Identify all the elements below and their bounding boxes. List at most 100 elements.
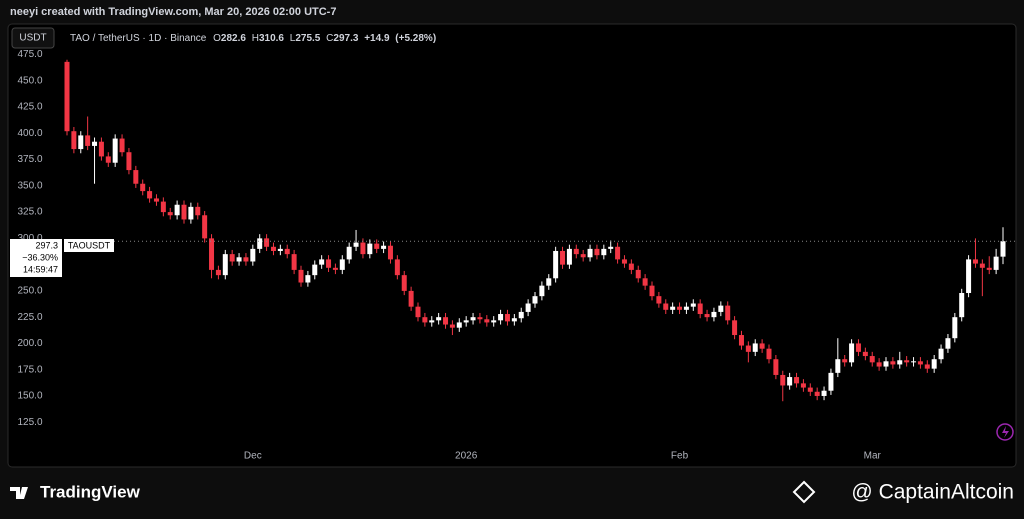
candle-body <box>601 248 607 256</box>
candle-body <box>718 305 724 312</box>
candle-body <box>580 254 586 258</box>
candle-body <box>394 259 400 276</box>
candle-body <box>828 372 834 391</box>
candle-body <box>202 215 208 239</box>
candle-body <box>615 246 621 260</box>
y-tick-label: 450.0 <box>17 75 42 86</box>
candle-body <box>966 259 972 294</box>
candle-body <box>787 377 793 386</box>
candle-body <box>64 61 70 132</box>
candle-body <box>195 206 201 216</box>
candle-body <box>883 361 889 367</box>
y-tick-label: 300.0 <box>17 233 42 244</box>
candle-body <box>904 360 910 363</box>
plot: 125.0150.0175.0200.0225.0250.0275.0300.0… <box>17 49 1015 462</box>
y-tick-label: 350.0 <box>17 180 42 191</box>
candle-body <box>470 317 476 321</box>
candle-body <box>683 306 689 310</box>
candle-body <box>532 296 538 304</box>
candle-body <box>112 138 118 163</box>
x-tick-label: Dec <box>244 451 262 462</box>
candle-body <box>752 343 758 352</box>
chart-panel <box>7 23 1017 468</box>
tv-logo <box>10 487 28 499</box>
candle-body <box>98 141 104 157</box>
candle-body <box>539 285 545 297</box>
candle-body <box>621 259 627 264</box>
candle-body <box>353 242 359 247</box>
candle-body <box>429 320 435 323</box>
candle-body <box>642 278 648 286</box>
candle-body <box>745 345 751 352</box>
price-tag-change: −36.30% <box>22 252 58 262</box>
candle-body <box>890 361 896 365</box>
candle-body <box>250 248 256 262</box>
x-tick-label: 2026 <box>455 451 478 462</box>
y-tick-label: 250.0 <box>17 286 42 297</box>
candle-body <box>814 391 820 396</box>
candle-body <box>498 314 504 321</box>
candle-body <box>346 246 352 260</box>
candle-body <box>972 259 978 264</box>
ticker-box <box>64 239 114 252</box>
x-tick-label: Mar <box>864 451 882 462</box>
alert-bolt <box>1002 426 1009 438</box>
candle-body <box>704 314 710 318</box>
candle-body <box>312 264 318 276</box>
candle-body <box>408 290 414 307</box>
candle-body <box>360 242 366 255</box>
candle-body <box>869 356 875 363</box>
candle-body <box>477 317 483 320</box>
candle-body <box>140 183 146 192</box>
legend-o-value: 282.6 <box>221 33 246 44</box>
candle-body <box>264 238 270 247</box>
candle-body <box>952 317 958 339</box>
candle-body <box>174 204 180 216</box>
x-tick-label: Feb <box>671 451 689 462</box>
candle-body <box>257 238 263 249</box>
candle-body <box>298 269 304 283</box>
footer-watermark: @ CaptainAltcoin <box>851 481 1014 504</box>
header-text: neeyi created with TradingView.com, Mar … <box>10 6 336 18</box>
candle-body <box>917 361 923 365</box>
candle-body <box>105 156 111 163</box>
candle-body <box>133 170 139 184</box>
y-tick-label: 125.0 <box>17 417 42 428</box>
legend-symbol: TAO / TetherUS · 1D · Binance <box>70 33 207 44</box>
legend-l-value: 275.5 <box>295 33 320 44</box>
candle-body <box>821 390 827 396</box>
y-tick-label: 375.0 <box>17 154 42 165</box>
candle-body <box>855 343 861 352</box>
y-tick-label: 475.0 <box>17 49 42 60</box>
y-tick-label: 200.0 <box>17 338 42 349</box>
footer-brand: TradingView <box>40 482 141 501</box>
candle-body <box>670 306 676 310</box>
candle-body <box>160 201 166 213</box>
candle-body <box>924 364 930 369</box>
candle-body <box>511 318 517 322</box>
candle-body <box>649 285 655 297</box>
y-tick-label: 175.0 <box>17 364 42 375</box>
price-tag-box <box>10 239 62 277</box>
candle-body <box>215 269 221 276</box>
candle-body <box>153 198 159 202</box>
candle-body <box>119 138 125 153</box>
candle-body <box>986 267 992 270</box>
candle-body <box>911 361 917 363</box>
candle-body <box>656 296 662 304</box>
legend-change-pct: (+5.28%) <box>395 33 436 44</box>
candle-body <box>759 343 765 349</box>
alert-icon[interactable] <box>996 423 1014 441</box>
price-tag-value: 297.3 <box>35 240 58 250</box>
currency-button[interactable] <box>11 27 55 49</box>
legend-c: C <box>326 33 333 44</box>
candle-body <box>931 359 937 369</box>
candle-body <box>463 320 469 323</box>
candle-body <box>436 317 442 321</box>
candle-body <box>415 306 421 318</box>
candle-body <box>766 348 772 360</box>
candle-body <box>780 374 786 386</box>
ticker: TAOUSDT <box>68 240 111 250</box>
watermark-logo <box>792 480 816 504</box>
y-tick-label: 425.0 <box>17 102 42 113</box>
